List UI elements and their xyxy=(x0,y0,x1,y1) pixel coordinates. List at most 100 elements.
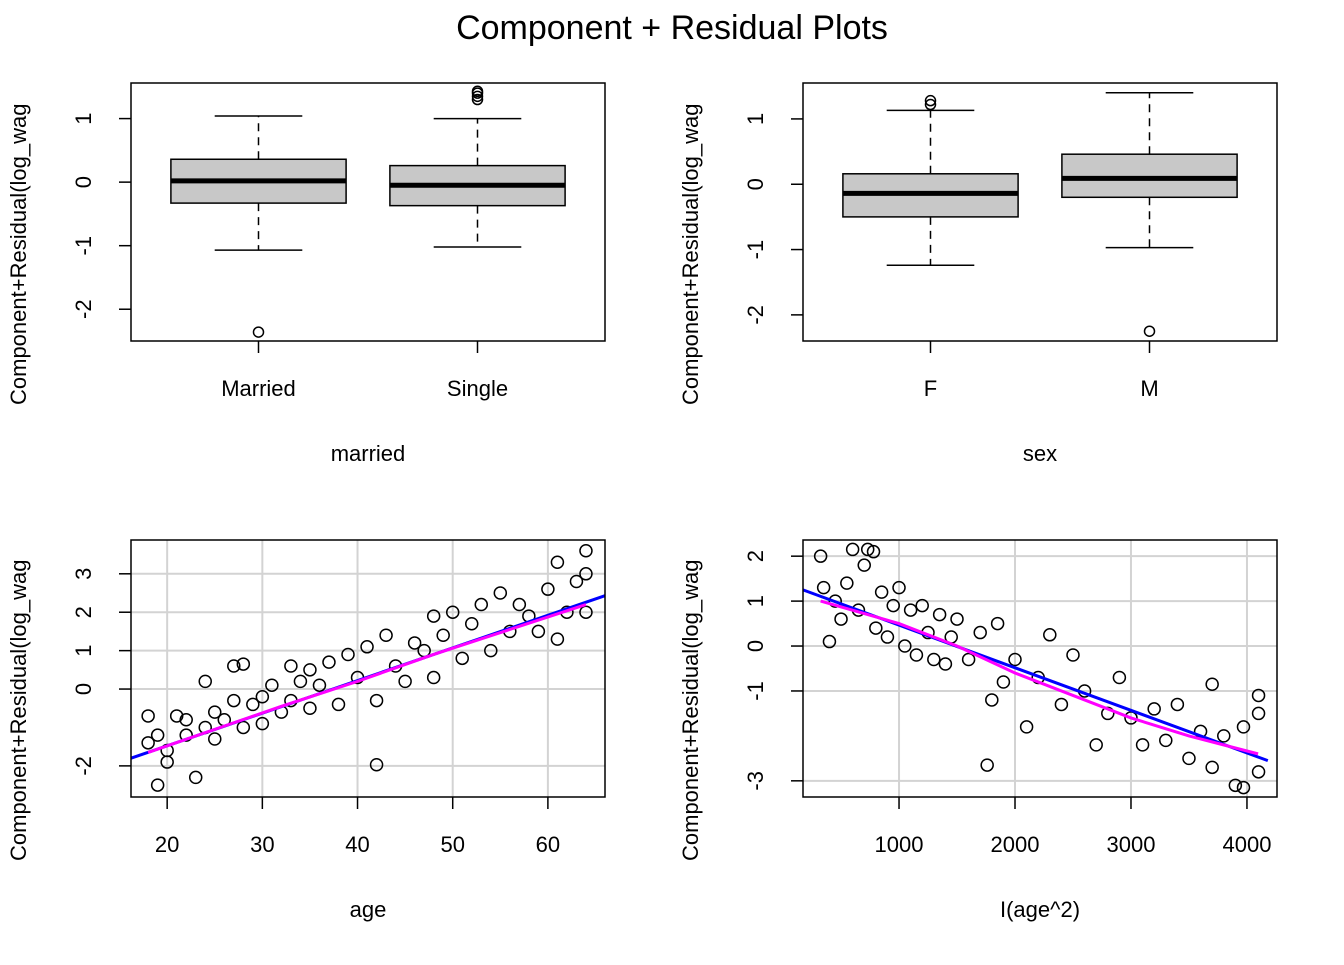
point xyxy=(179,728,193,742)
point xyxy=(550,632,565,646)
outlier xyxy=(1143,325,1156,337)
point xyxy=(1066,648,1080,662)
point xyxy=(227,659,241,673)
point xyxy=(1043,628,1057,642)
point xyxy=(1159,733,1173,748)
point xyxy=(927,652,941,667)
point xyxy=(474,597,489,612)
y-tick-label: -3 xyxy=(743,771,768,791)
point xyxy=(869,621,883,635)
point xyxy=(531,624,546,639)
point xyxy=(398,674,412,689)
point xyxy=(512,597,527,612)
point xyxy=(985,693,999,707)
point xyxy=(860,542,875,557)
x-tick-label: Single xyxy=(447,376,508,401)
x-axis-label: I(age^2) xyxy=(1000,897,1080,922)
point xyxy=(915,598,929,613)
point xyxy=(938,657,953,671)
point xyxy=(822,634,837,649)
point xyxy=(1089,738,1103,752)
point xyxy=(303,701,317,716)
point xyxy=(1054,697,1069,712)
point xyxy=(892,580,906,595)
point xyxy=(360,640,374,654)
point xyxy=(1251,688,1266,703)
point xyxy=(813,549,828,563)
x-tick-label: 3000 xyxy=(1107,832,1156,857)
plot-frame xyxy=(802,82,1278,342)
plot-frame xyxy=(130,82,606,342)
point xyxy=(1251,765,1266,779)
point xyxy=(886,598,900,613)
point xyxy=(880,630,895,644)
point xyxy=(150,778,165,792)
point xyxy=(369,757,384,772)
point xyxy=(236,657,251,671)
point xyxy=(980,758,994,772)
point xyxy=(579,567,593,581)
point xyxy=(407,636,422,650)
point xyxy=(322,655,336,669)
point xyxy=(493,586,508,600)
point xyxy=(246,697,260,712)
point xyxy=(141,709,155,723)
point xyxy=(1205,760,1219,775)
x-tick-label: 2000 xyxy=(991,832,1040,857)
point xyxy=(1228,778,1243,793)
point xyxy=(579,605,593,619)
plot-frame xyxy=(130,539,606,798)
x-axis-label: age xyxy=(350,897,387,922)
point xyxy=(857,558,871,572)
y-tick-label: -1 xyxy=(743,240,768,260)
figure-title: Component + Residual Plots xyxy=(456,9,888,47)
plot-frame xyxy=(802,539,1278,798)
point xyxy=(436,628,450,643)
point xyxy=(973,625,987,640)
y-tick-label: -2 xyxy=(71,299,96,319)
point xyxy=(874,585,889,599)
point xyxy=(303,663,317,677)
point xyxy=(961,652,976,667)
point xyxy=(541,582,555,596)
y-tick-label: 1 xyxy=(743,595,768,607)
point xyxy=(990,616,1005,631)
x-tick-label: 60 xyxy=(536,832,560,857)
y-tick-label: -2 xyxy=(743,305,768,325)
point xyxy=(579,544,593,558)
point xyxy=(932,607,947,622)
point xyxy=(1135,738,1150,752)
point xyxy=(1112,670,1127,685)
y-tick-label: -2 xyxy=(71,756,96,776)
point xyxy=(426,670,441,685)
outlier xyxy=(924,94,937,107)
point xyxy=(188,770,203,785)
point xyxy=(1251,706,1266,721)
x-tick-label: 30 xyxy=(250,832,274,857)
fit-line xyxy=(820,599,1259,756)
point xyxy=(169,709,184,723)
outlier xyxy=(252,326,265,338)
point xyxy=(1236,720,1251,734)
fit-line xyxy=(147,603,587,754)
point xyxy=(464,616,479,631)
point xyxy=(265,678,279,692)
point xyxy=(569,574,584,589)
point xyxy=(379,628,393,643)
y-tick-label: -1 xyxy=(71,236,96,256)
y-tick-label: 1 xyxy=(71,112,96,124)
point xyxy=(455,651,469,666)
point xyxy=(198,674,212,689)
y-tick-label: 0 xyxy=(71,683,96,695)
y-tick-label: 0 xyxy=(743,640,768,652)
point xyxy=(1019,720,1034,734)
point xyxy=(845,542,860,557)
point xyxy=(160,755,174,769)
outlier xyxy=(471,85,484,98)
point xyxy=(255,689,270,704)
x-tick-label: Married xyxy=(221,376,296,401)
point xyxy=(1217,729,1231,743)
x-tick-label: 4000 xyxy=(1222,832,1271,857)
point xyxy=(898,639,912,653)
point xyxy=(950,612,964,626)
